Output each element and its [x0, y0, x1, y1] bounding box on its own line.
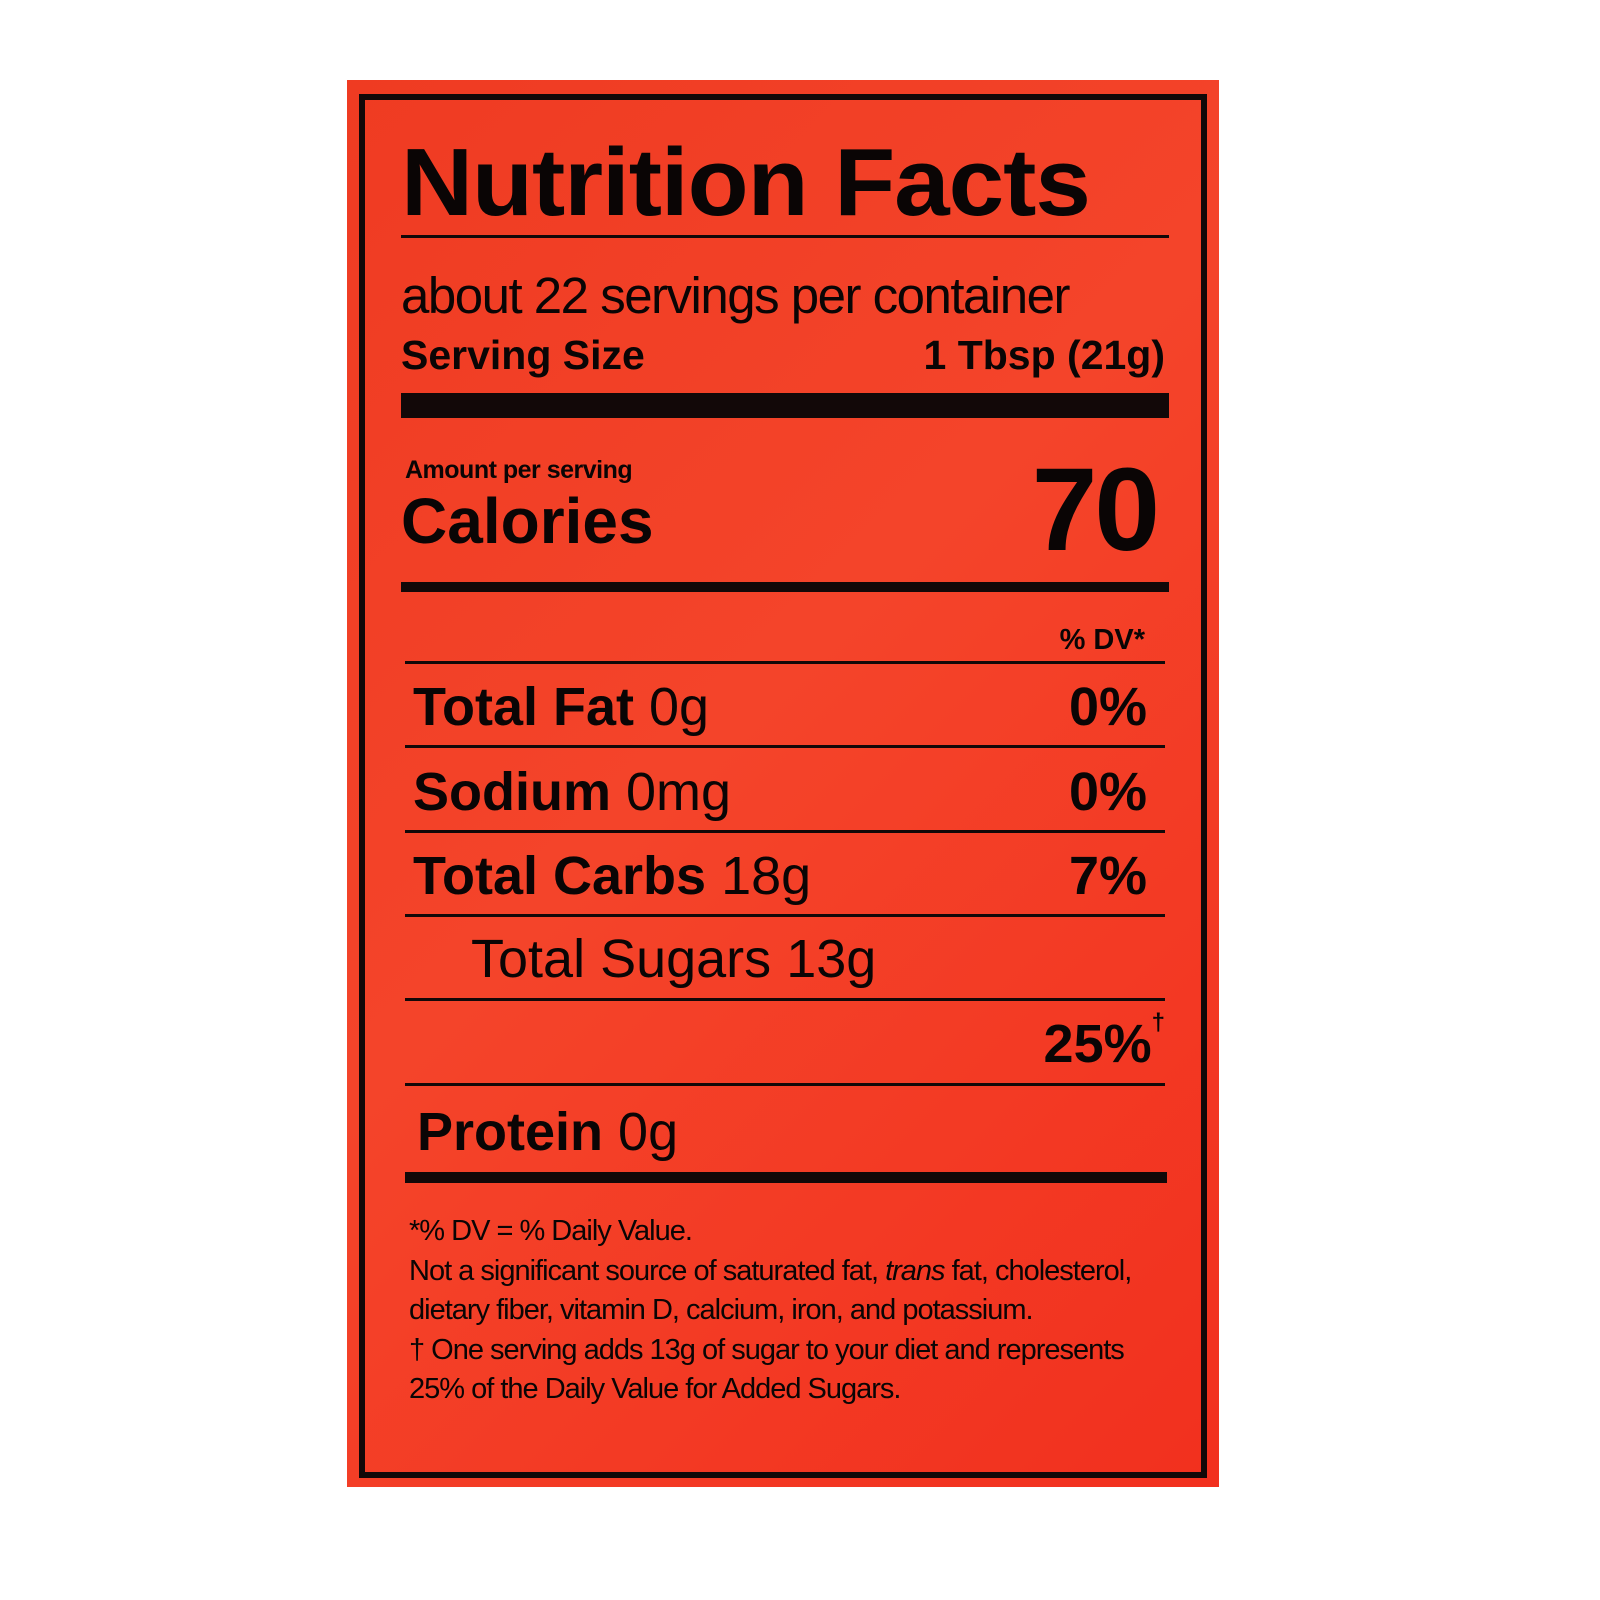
divider: [405, 1083, 1165, 1086]
added-sugars-dv: 25%: [1043, 1014, 1152, 1074]
not-significant-note: Not a significant source of saturated fa…: [409, 1252, 1169, 1331]
nutrient-row-protein: Protein 0g: [417, 1101, 1167, 1163]
nutrient-row-total-sugars: Total Sugars 13g: [471, 928, 1221, 990]
note-italic: trans: [885, 1254, 945, 1287]
note-text: Not a significant source of saturated fa…: [409, 1254, 886, 1287]
amount-per-serving: Amount per serving: [405, 456, 633, 484]
nutrient-amount: 0g: [649, 677, 710, 737]
added-sugars-note: † One serving adds 13g of sugar to your …: [409, 1333, 1125, 1406]
nutrient-row-total-fat: Total Fat 0g 0%: [413, 676, 1163, 738]
nutrient-dv: 7%: [1068, 846, 1147, 906]
calories-label: Calories: [401, 485, 654, 557]
calories-value: 70: [1031, 444, 1160, 576]
footnotes: *% DV = % Daily Value. Not a significant…: [409, 1212, 1169, 1410]
note-text: fat, cholesterol, dietary fiber, vitamin…: [409, 1254, 1132, 1327]
serving-size-value: 1 Tbsp (21g): [923, 332, 1165, 378]
divider: [405, 914, 1165, 917]
serving-size-label: Serving Size: [401, 332, 645, 378]
nutrient-amount: 0mg: [626, 762, 732, 822]
divider: [405, 998, 1165, 1001]
divider: [405, 830, 1165, 833]
dagger-mark: †: [1151, 1009, 1165, 1036]
nutrient-name: Total Carbs: [413, 846, 707, 906]
divider: [405, 745, 1165, 748]
thick-divider: [401, 393, 1169, 418]
nutrient-dv: 0%: [1068, 762, 1147, 822]
nutrient-name: Protein: [417, 1102, 604, 1162]
label-title: Nutrition Facts: [401, 129, 1091, 236]
nutrient-dv: 0%: [1068, 677, 1147, 737]
nutrient-name: Total Sugars: [471, 929, 772, 989]
nutrient-name: Total Fat: [413, 677, 634, 737]
dv-definition: *% DV = % Daily Value.: [409, 1215, 693, 1247]
servings-per-container: about 22 servings per container: [401, 267, 1070, 324]
dv-header: % DV*: [1059, 624, 1145, 656]
divider: [401, 235, 1169, 238]
divider: [405, 661, 1165, 664]
nutrient-row-sodium: Sodium 0mg 0%: [413, 761, 1163, 823]
label-border: Nutrition Facts about 22 servings per co…: [359, 94, 1207, 1478]
nutrient-amount: 18g: [721, 846, 812, 906]
medium-divider: [405, 1172, 1167, 1183]
nutrient-dv: 25%†: [1043, 1009, 1165, 1075]
nutrient-name: Sodium: [413, 762, 611, 822]
medium-divider: [401, 582, 1169, 592]
nutrient-amount: 0g: [618, 1102, 679, 1162]
nutrition-facts-label: Nutrition Facts about 22 servings per co…: [347, 80, 1219, 1487]
nutrient-row-total-carbs: Total Carbs 18g 7%: [413, 845, 1163, 907]
nutrient-amount: 13g: [786, 929, 877, 989]
